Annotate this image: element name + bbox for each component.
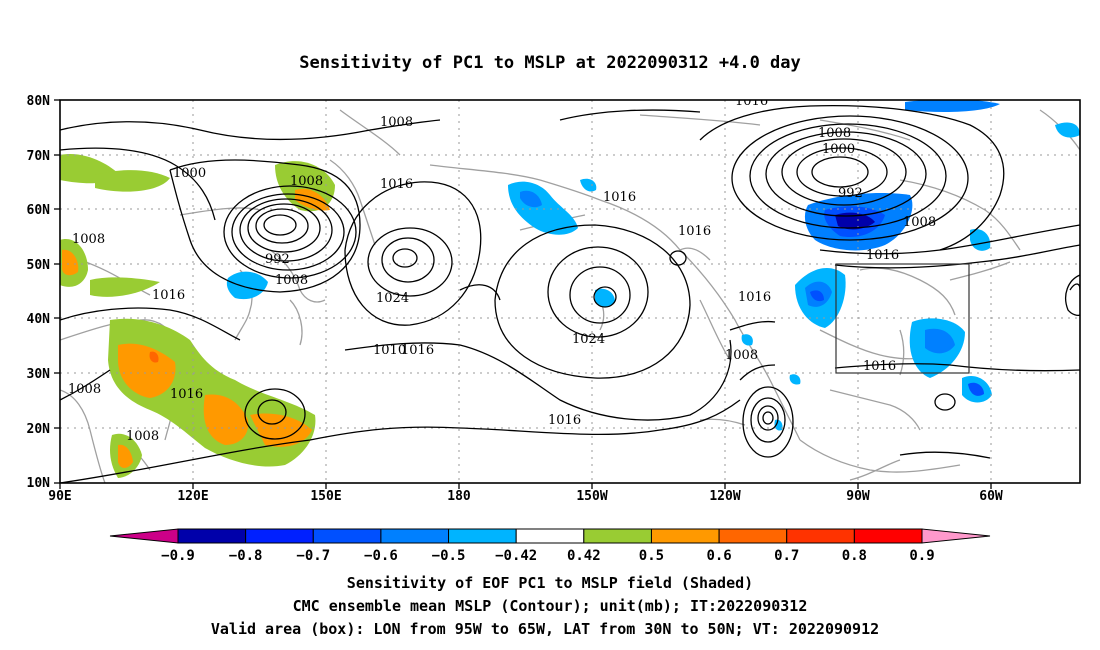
contour-labels: 1008 1016 1008 1000 992 1008 1016 1000 1…	[68, 94, 936, 444]
colorbar-cell	[515, 528, 585, 544]
lon-label-150e: 150E	[310, 489, 341, 504]
colorbar-cell	[177, 528, 247, 544]
colorbar-cell	[312, 528, 382, 544]
lon-label-90w: 90W	[846, 489, 870, 504]
contour-label: 1016	[401, 343, 434, 358]
positive-sensitivity-shading	[60, 154, 335, 478]
contour-label: 1008	[818, 126, 851, 141]
figure-title: Sensitivity of PC1 to MSLP at 2022090312…	[299, 53, 801, 73]
colorbar-cell	[245, 528, 314, 544]
contour-label: 1016	[603, 190, 636, 205]
lat-label-60n: 60N	[27, 203, 51, 218]
colorbar-cell	[380, 528, 450, 544]
contour-label: 1008	[725, 348, 758, 363]
contour-label: 1016	[170, 387, 203, 402]
lon-label-120w: 120W	[709, 489, 740, 504]
colorbar-label: 0.7	[774, 548, 799, 564]
contour-label: 1008	[290, 174, 323, 189]
contour-label: 1008	[68, 382, 101, 397]
lat-label-70n: 70N	[27, 149, 51, 164]
contour-label: 1016	[866, 248, 899, 263]
contour-label: 1000	[822, 142, 855, 157]
lon-label-180: 180	[447, 489, 471, 504]
contour-label: 1008	[72, 232, 105, 247]
graticule	[60, 100, 1080, 483]
colorbar-high-triangle	[921, 528, 991, 544]
lon-label-150w: 150W	[576, 489, 607, 504]
contour-label: 1008	[126, 429, 159, 444]
mslp-contours	[60, 104, 1080, 483]
colorbar-cell	[448, 528, 517, 544]
colorbar: −0.9 −0.8 −0.7 −0.6 −0.5 −0.42 0.42 0.5 0.6 0.7 0.…	[109, 528, 991, 564]
colorbar-cell	[650, 528, 720, 544]
colorbar-label: −0.5	[432, 548, 466, 564]
contour-label: 1010	[373, 343, 406, 358]
valid-area-box	[835, 263, 970, 374]
contour-label: 1024	[572, 332, 605, 347]
lat-label-50n: 50N	[27, 258, 51, 273]
contour-label: 1016	[863, 359, 896, 374]
contour-label: 1016	[678, 224, 711, 239]
caption-line-2: CMC ensemble mean MSLP (Contour); unit(m…	[293, 597, 808, 615]
colorbar-cell	[583, 528, 652, 544]
lat-label-30n: 30N	[27, 367, 51, 382]
longitude-labels: 90E 120E 150E 180 150W 120W 90W 60W	[48, 489, 1003, 504]
contour-label: 992	[265, 252, 290, 267]
lat-label-80n: 80N	[27, 94, 51, 109]
contour-label: 1016	[152, 288, 185, 303]
colorbar-label: −0.8	[229, 548, 263, 564]
colorbar-label: 0.6	[706, 548, 731, 564]
caption-line-3: Valid area (box): LON from 95W to 65W, L…	[211, 620, 879, 638]
lat-label-40n: 40N	[27, 312, 51, 327]
colorbar-labels: −0.9 −0.8 −0.7 −0.6 −0.5 −0.42 0.42 0.5 0.6 0.7 0.…	[161, 548, 935, 564]
contour-label: 992	[838, 186, 863, 201]
lat-label-10n: 10N	[27, 476, 51, 491]
contour-label: 1016	[548, 413, 581, 428]
contour-label: 1000	[173, 166, 206, 181]
colorbar-low-triangle	[109, 528, 179, 544]
lon-label-60w: 60W	[979, 489, 1003, 504]
colorbar-label: −0.6	[364, 548, 398, 564]
lat-label-20n: 20N	[27, 422, 51, 437]
colorbar-label: −0.42	[495, 548, 537, 564]
contour-label: 1008	[380, 115, 413, 130]
caption-line-1: Sensitivity of EOF PC1 to MSLP field (Sh…	[347, 574, 753, 592]
contour-label: 1024	[376, 291, 409, 306]
colorbar-label: 0.9	[909, 548, 934, 564]
colorbar-label: 0.5	[639, 548, 664, 564]
map-frame	[59, 99, 1081, 484]
contour-label: 1016	[738, 290, 771, 305]
colorbar-label: −0.9	[161, 548, 195, 564]
colorbar-label: −0.7	[296, 548, 330, 564]
contour-label: 1008	[903, 215, 936, 230]
colorbar-cell	[786, 528, 855, 544]
contour-label: 1016	[380, 177, 413, 192]
latitude-labels: 80N 70N 60N 50N 40N 30N 20N 10N	[27, 94, 51, 491]
colorbar-cell	[718, 528, 788, 544]
colorbar-cell	[853, 528, 923, 544]
contour-label: 1008	[275, 273, 308, 288]
colorbar-label: 0.42	[567, 548, 601, 564]
colorbar-cells	[177, 528, 923, 544]
lon-label-120e: 120E	[177, 489, 208, 504]
lon-label-90e: 90E	[48, 489, 71, 504]
colorbar-label: 0.8	[842, 548, 867, 564]
axis-ticks	[54, 99, 992, 489]
contour-label: 1016	[735, 94, 768, 109]
